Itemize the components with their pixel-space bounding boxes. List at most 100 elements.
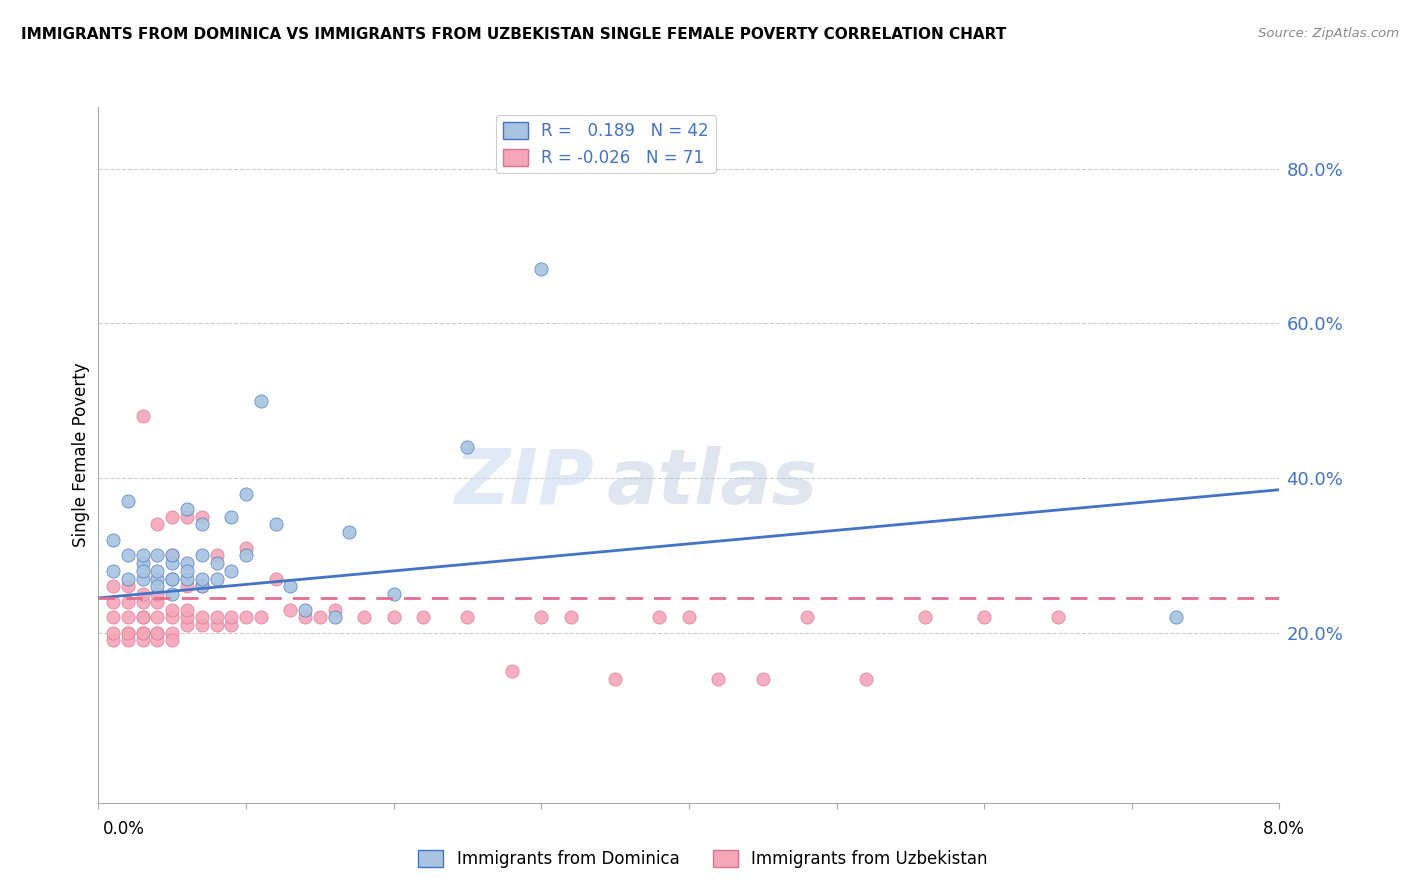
Point (146, 625, 169, 640)
Point (191, 610, 214, 624)
Point (117, 625, 139, 640)
Point (146, 610, 169, 624)
Point (353, 610, 375, 624)
Point (103, 595, 125, 609)
Point (294, 610, 316, 624)
Point (162, 602, 183, 616)
Point (219, 509, 242, 524)
Point (132, 572, 155, 586)
Point (162, 509, 183, 524)
Point (176, 579, 198, 593)
Point (191, 579, 214, 593)
Point (103, 564, 125, 578)
Point (205, 610, 228, 624)
Point (103, 625, 125, 640)
Point (382, 587, 405, 601)
Point (219, 618, 242, 632)
Point (132, 549, 155, 563)
Point (132, 610, 155, 624)
Point (146, 549, 169, 563)
Point (117, 625, 139, 640)
Point (235, 610, 257, 624)
Point (235, 549, 257, 563)
Point (117, 579, 139, 593)
Point (132, 633, 155, 648)
Point (146, 564, 169, 578)
Point (132, 564, 155, 578)
Point (337, 525, 360, 540)
Point (323, 602, 346, 616)
Point (191, 579, 214, 593)
Point (278, 602, 302, 616)
Point (117, 494, 139, 508)
Point (973, 610, 995, 624)
Point (132, 587, 155, 601)
Point (176, 502, 198, 516)
Point (530, 610, 553, 624)
Point (501, 665, 523, 679)
Point (678, 610, 700, 624)
Point (235, 541, 257, 555)
Point (176, 618, 198, 632)
Point (205, 618, 228, 632)
Point (605, 672, 627, 686)
Point (162, 610, 183, 624)
Point (191, 572, 214, 586)
Point (146, 579, 169, 593)
Point (146, 587, 169, 601)
Point (117, 610, 139, 624)
Point (146, 625, 169, 640)
Point (308, 610, 332, 624)
Point (146, 572, 169, 586)
Point (162, 556, 183, 570)
Point (235, 486, 257, 500)
Point (162, 625, 183, 640)
Point (191, 618, 214, 632)
Point (176, 602, 198, 616)
Text: 8.0%: 8.0% (1263, 820, 1305, 838)
Text: Source: ZipAtlas.com: Source: ZipAtlas.com (1258, 27, 1399, 40)
Point (176, 556, 198, 570)
Y-axis label: Single Female Poverty: Single Female Poverty (72, 363, 90, 547)
Point (250, 610, 273, 624)
Point (103, 533, 125, 547)
Legend: Immigrants from Dominica, Immigrants from Uzbekistan: Immigrants from Dominica, Immigrants fro… (412, 843, 994, 875)
Point (162, 572, 183, 586)
Point (132, 625, 155, 640)
Text: ZIP: ZIP (454, 446, 595, 520)
Point (264, 572, 287, 586)
Point (264, 517, 287, 532)
Point (176, 509, 198, 524)
Point (219, 610, 242, 624)
Text: IMMIGRANTS FROM DOMINICA VS IMMIGRANTS FROM UZBEKISTAN SINGLE FEMALE POVERTY COR: IMMIGRANTS FROM DOMINICA VS IMMIGRANTS F… (21, 27, 1007, 42)
Point (162, 549, 183, 563)
Point (176, 572, 198, 586)
Point (560, 610, 582, 624)
Point (191, 509, 214, 524)
Point (205, 556, 228, 570)
Point (103, 610, 125, 624)
Point (146, 595, 169, 609)
Point (132, 595, 155, 609)
Point (132, 625, 155, 640)
Point (456, 440, 478, 454)
Point (456, 610, 478, 624)
Point (176, 564, 198, 578)
Point (162, 549, 183, 563)
Point (191, 549, 214, 563)
Point (146, 517, 169, 532)
Point (294, 602, 316, 616)
Point (132, 610, 155, 624)
Point (117, 633, 139, 648)
Point (1046, 610, 1069, 624)
Text: 0.0%: 0.0% (103, 820, 145, 838)
Point (103, 633, 125, 648)
Point (412, 610, 434, 624)
Point (278, 579, 302, 593)
Point (162, 587, 183, 601)
Point (219, 564, 242, 578)
Point (146, 633, 169, 648)
Point (323, 610, 346, 624)
Point (751, 672, 773, 686)
Point (191, 517, 214, 532)
